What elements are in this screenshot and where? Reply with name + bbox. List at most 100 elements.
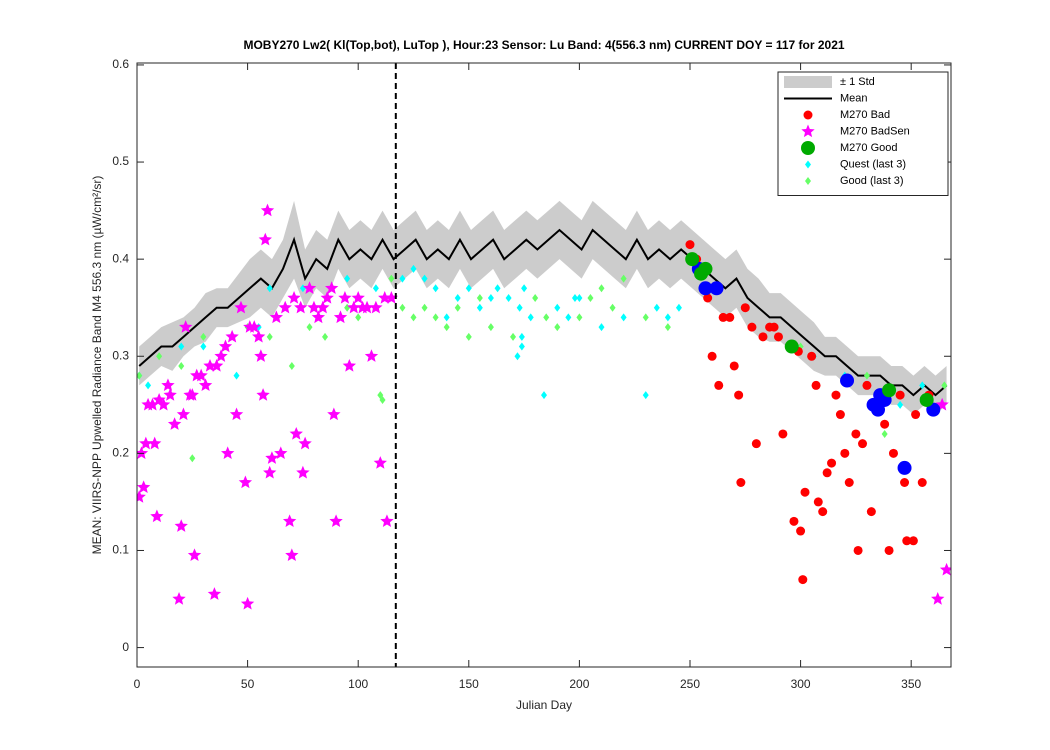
diamond-marker (372, 284, 379, 293)
star-marker (320, 290, 334, 304)
star-marker (137, 490, 146, 503)
circle-marker (758, 332, 768, 342)
circle-marker (831, 390, 841, 400)
y-axis-label: MEAN: VIIRS-NPP Upwelled Radiance Band M… (90, 176, 104, 555)
circle-marker (718, 312, 728, 322)
star-marker (218, 339, 233, 353)
legend-label: Quest (last 3) (840, 158, 906, 170)
diamond-marker (518, 332, 525, 341)
star-marker (207, 587, 222, 600)
star-marker (369, 300, 383, 314)
legend-label: ± 1 Std (840, 76, 875, 88)
circle-marker (911, 410, 921, 420)
x-tick-label: 0 (134, 677, 141, 691)
x-tick-label: 200 (569, 677, 589, 691)
circle-marker (789, 516, 799, 526)
diamond-marker (505, 293, 512, 302)
diamond-marker (620, 313, 627, 322)
diamond-marker (664, 313, 671, 322)
diamond-marker (145, 381, 152, 390)
diamond-marker (487, 323, 494, 332)
diamond-marker (598, 284, 605, 293)
y-tick-label: 0.5 (112, 154, 129, 168)
x-tick-label: 300 (791, 677, 811, 691)
star-marker (263, 465, 277, 479)
circle-marker (698, 281, 713, 296)
star-marker (214, 349, 228, 362)
diamond-marker (554, 323, 561, 332)
diamond-marker (355, 313, 362, 322)
diamond-marker (510, 332, 517, 341)
circle-marker (902, 536, 912, 546)
star-marker (176, 407, 191, 421)
star-marker (298, 436, 312, 450)
diamond-marker (421, 274, 428, 283)
diamond-marker (598, 323, 605, 332)
diamond-marker (543, 313, 550, 322)
diamond-marker (178, 361, 185, 370)
diamond-marker (541, 391, 547, 400)
circle-marker (827, 458, 837, 468)
x-tick-label: 150 (459, 677, 479, 691)
star-marker (351, 290, 365, 304)
star-marker (194, 368, 208, 382)
star-marker (287, 290, 301, 304)
circle-marker (888, 448, 898, 458)
circle-marker (840, 373, 855, 388)
diamond-marker (941, 381, 948, 390)
diamond-marker (178, 342, 185, 351)
star-marker (329, 514, 343, 528)
star-marker (282, 514, 297, 528)
diamond-marker (675, 303, 682, 312)
diamond-marker (642, 313, 649, 322)
circle-marker (897, 460, 912, 475)
diamond-marker (306, 323, 313, 332)
circle-marker (884, 545, 894, 555)
star-marker (254, 349, 268, 362)
diamond-marker (137, 371, 143, 380)
circle-marker (840, 448, 850, 458)
star-marker (373, 456, 387, 469)
circle-marker (900, 477, 910, 487)
star-marker (139, 436, 153, 450)
star-marker (364, 349, 379, 362)
circle-marker (773, 332, 783, 342)
diamond-marker (565, 313, 572, 322)
circle-marker (919, 392, 934, 407)
circle-marker (800, 487, 810, 497)
circle-marker (698, 261, 713, 276)
circle-marker (714, 380, 724, 390)
circle-marker (807, 351, 817, 361)
diamond-marker (863, 371, 870, 380)
diamond-marker (443, 313, 450, 322)
star-marker (327, 407, 341, 421)
y-tick-label: 0.3 (112, 348, 129, 362)
star-marker (221, 446, 235, 460)
circle-marker (844, 477, 854, 487)
x-tick-label: 50 (241, 677, 255, 691)
diamond-marker (189, 454, 196, 463)
star-marker (274, 446, 288, 460)
star-marker (150, 509, 164, 523)
star-marker (229, 407, 244, 421)
diamond-marker (532, 293, 539, 302)
diamond-marker (465, 332, 472, 341)
chart-title: MOBY270 Lw2( Kl(Top,bot), LuTop ), Hour:… (243, 38, 844, 52)
circle-marker (703, 293, 713, 303)
star-marker (238, 475, 253, 489)
diamond-marker (399, 303, 406, 312)
circle-marker (740, 303, 750, 313)
legend-box (777, 71, 949, 196)
star-marker (265, 451, 279, 464)
mean-line (138, 228, 948, 397)
diamond-marker (344, 274, 351, 283)
circle-marker (818, 507, 828, 517)
diamond-marker (156, 352, 163, 361)
star-marker (342, 358, 357, 372)
diamond-marker (518, 342, 525, 351)
diamond-marker (399, 274, 406, 283)
star-marker (247, 320, 261, 333)
diamond-marker (476, 293, 483, 302)
star-marker (161, 378, 175, 392)
